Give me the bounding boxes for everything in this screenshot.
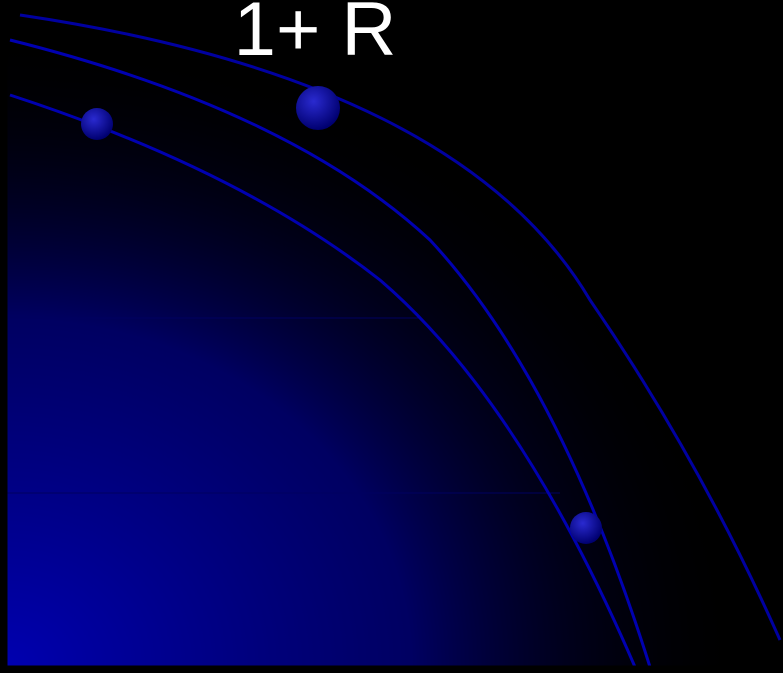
glow [6,0,783,667]
arc [19,13,782,641]
arc [9,93,637,668]
frame [4,0,783,669]
ball [296,86,340,130]
title: 1+ R [234,0,397,72]
ball [570,512,602,544]
arc [9,38,652,668]
ball [81,108,113,140]
